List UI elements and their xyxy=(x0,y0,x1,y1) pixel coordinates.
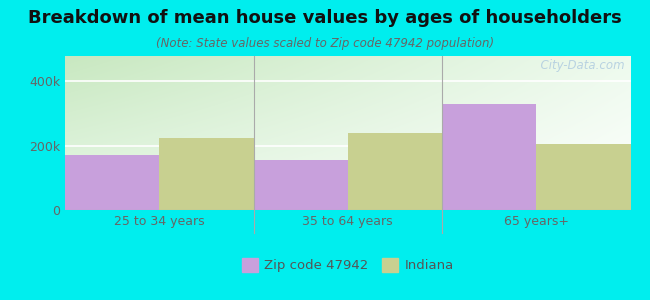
Bar xyxy=(65,155,159,210)
Text: (Note: State values scaled to Zip code 47942 population): (Note: State values scaled to Zip code 4… xyxy=(156,38,494,50)
Text: Breakdown of mean house values by ages of householders: Breakdown of mean house values by ages o… xyxy=(28,9,622,27)
Legend: Zip code 47942, Indiana: Zip code 47942, Indiana xyxy=(237,253,459,278)
Bar xyxy=(536,144,630,210)
Bar xyxy=(442,104,536,210)
Text: City-Data.com: City-Data.com xyxy=(533,58,625,72)
Bar xyxy=(159,138,254,210)
Bar xyxy=(348,133,442,210)
Bar xyxy=(254,160,348,210)
